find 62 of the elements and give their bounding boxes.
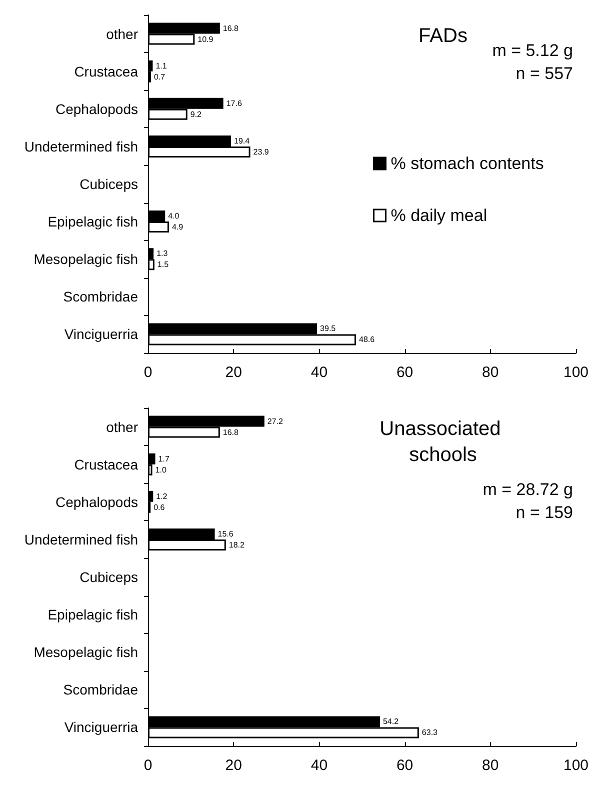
y-tick-label: Cubiceps [80, 176, 138, 192]
y-tick-label: Crustacea [74, 456, 138, 472]
data-label: 1.5 [157, 260, 170, 270]
data-label: 1.2 [156, 492, 168, 501]
y-tick-label: Scombridae [63, 682, 138, 698]
data-label: 0.6 [154, 502, 166, 512]
x-tick-label: 20 [225, 364, 242, 381]
y-tick-label: other [106, 26, 138, 42]
y-tick-label: Cephalopods [55, 100, 138, 117]
x-tick-label: 60 [396, 364, 414, 381]
x-tick-label: 100 [563, 364, 589, 381]
data-label: 4.9 [172, 222, 184, 232]
x-tick-label: 40 [310, 757, 328, 774]
data-label: 1.7 [158, 454, 170, 464]
x-tick-label: 80 [482, 364, 499, 381]
data-label: 54.2 [382, 717, 400, 726]
x-tick-label: 0 [144, 757, 152, 774]
data-label: 48.6 [359, 335, 376, 344]
data-label: 1.0 [155, 465, 167, 474]
data-label: 15.6 [218, 529, 234, 538]
data-label: 9.2 [190, 110, 202, 119]
x-tick-label: 20 [225, 757, 242, 774]
data-label: 39.5 [320, 324, 336, 334]
y-tick-label: Vinciguerria [64, 326, 138, 342]
annotation: m = 5.12 g [492, 41, 574, 60]
data-label: 16.8 [222, 428, 240, 437]
y-tick-label: Cephalopods [55, 494, 138, 510]
annotation: n = 159 [516, 503, 574, 522]
y-tick-label: Crustacea [74, 63, 138, 80]
y-tick-label: Epipelagic fish [48, 214, 138, 230]
y-tick-label: Cubiceps [80, 569, 138, 585]
x-tick-label: 60 [396, 757, 414, 774]
x-tick-label: 80 [482, 757, 499, 774]
y-tick-label: Mesopelagic fish [34, 644, 138, 660]
text: Unassociated schools [380, 418, 506, 466]
legend-label: % daily meal [390, 206, 488, 225]
data-label: 63.3 [422, 728, 438, 738]
y-tick-label: Vinciguerria [64, 719, 138, 736]
data-label: 18.2 [228, 540, 246, 550]
data-label: 16.8 [222, 24, 240, 33]
data-label: 19.4 [234, 136, 250, 146]
data-label: 23.9 [253, 147, 270, 156]
x-tick-label: 100 [563, 757, 589, 774]
x-tick-label: 0 [144, 364, 152, 381]
annotation: m = 28.72 g [482, 480, 574, 499]
annotation: n = 557 [516, 64, 574, 83]
data-label: 1.1 [156, 61, 168, 70]
data-label: 0.7 [154, 72, 166, 82]
y-tick-label: Mesopelagic fish [34, 251, 138, 268]
data-label: 10.9 [198, 34, 214, 44]
data-label: 17.6 [226, 98, 242, 108]
x-tick-label: 40 [310, 364, 328, 381]
y-tick-label: Undetermined fish [24, 138, 138, 154]
data-label: 4.0 [168, 212, 180, 221]
text: FADs [418, 25, 468, 47]
y-tick-label: Scombridae [63, 288, 138, 305]
y-tick-label: Epipelagic fish [48, 606, 138, 623]
legend-label: % stomach contents [390, 154, 544, 173]
y-tick-label: other [106, 418, 138, 435]
data-label: 1.3 [156, 249, 168, 258]
y-tick-label: Undetermined fish [24, 531, 138, 548]
data-label: 27.2 [267, 416, 284, 426]
